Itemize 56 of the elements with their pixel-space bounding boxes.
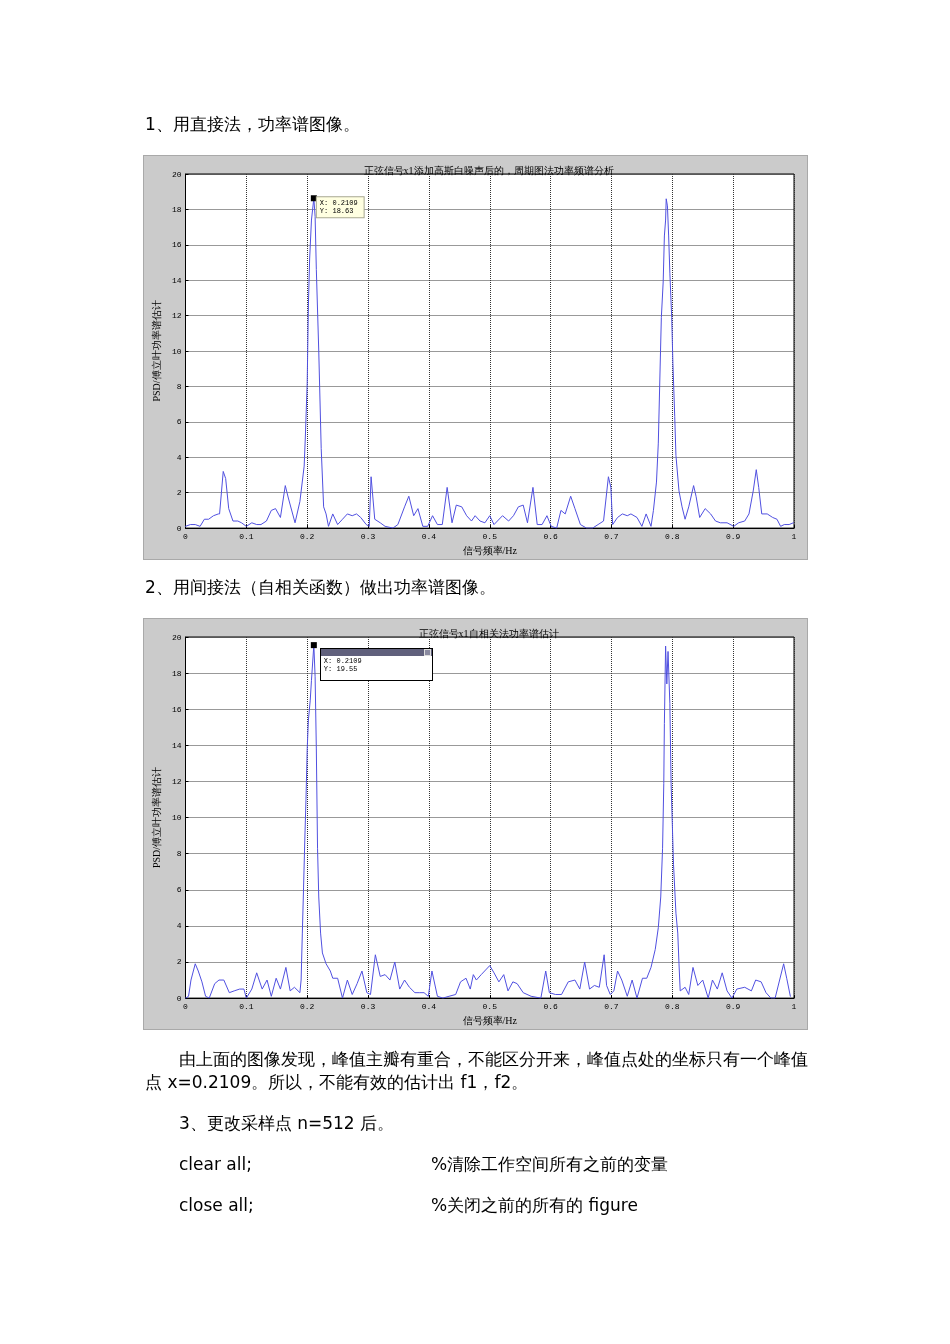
y-tick-label: 6 (176, 417, 182, 427)
x-tick-label: 0.7 (604, 531, 619, 541)
x-tick-label: 0.2 (300, 531, 315, 541)
y-tick-label: 16 (171, 240, 182, 250)
x-tick-label: 0.6 (543, 531, 558, 541)
y-tick-label: 12 (171, 776, 182, 786)
text: 1、用直接法，功率谱图像。 (144, 113, 361, 136)
x-tick-label: 0.9 (725, 531, 741, 541)
text: clear all; %清除工作空间所有之前的变量 (178, 1153, 670, 1176)
y-tick-label: 20 (171, 169, 182, 179)
x-tick-label: 0.4 (421, 531, 437, 541)
y-tick-label: 12 (171, 311, 182, 321)
y-tick-label: 10 (171, 346, 182, 356)
x-tick-label: 1 (791, 1001, 797, 1011)
text: 由上面的图像发现，峰值主瓣有重合，不能区分开来，峰值点处的坐标只有一个峰值点 x=0.2109。所以，不能有效的估计出 f1，f2。 (144, 1048, 808, 1094)
x-tick-label: 0.3 (360, 1001, 376, 1011)
chart-title: 正弦信号x1添加高斯白噪声后的，周期图法功率频谱分析 (363, 164, 614, 176)
x-tick-label: 0.6 (543, 1001, 558, 1011)
y-tick-label: 18 (171, 204, 182, 214)
chart-title: 正弦信号x1自相关法功率谱估计 (418, 627, 559, 639)
x-tick-label: 1 (791, 531, 797, 541)
y-axis-title: PSD/傅立叶功率谱估计 (150, 766, 162, 869)
text: 3、更改采样点 n=512 后。 (178, 1112, 396, 1135)
x-tick-label: 0 (183, 531, 189, 541)
x-tick-label: 0.8 (665, 531, 680, 541)
x-tick-label: 0.9 (725, 1001, 741, 1011)
y-tick-label: 2 (176, 957, 182, 967)
x-tick-label: 0.5 (482, 1001, 498, 1011)
y-tick-label: 8 (176, 381, 182, 391)
y-tick-label: 2 (176, 488, 182, 498)
x-tick-label: 0.1 (239, 531, 254, 541)
x-tick-label: 0.7 (604, 1001, 619, 1011)
y-axis-title: PSD/傅立叶功率谱估计 (150, 300, 162, 402)
x-tick-label: 0.8 (665, 1001, 680, 1011)
y-tick-label: 4 (176, 921, 182, 931)
y-tick-label: 0 (176, 523, 182, 533)
x-axis-title: 信号频率/Hz (462, 544, 518, 556)
y-tick-label: 0 (176, 993, 182, 1003)
x-tick-label: 0.5 (482, 531, 498, 541)
y-tick-label: 18 (171, 668, 182, 678)
x-tick-label: 0.4 (421, 1001, 437, 1011)
x-axis-title: 信号频率/Hz (462, 1014, 518, 1026)
x-tick-label: 0.2 (300, 1001, 315, 1011)
y-tick-label: 8 (176, 849, 182, 859)
y-tick-label: 4 (176, 452, 182, 462)
y-tick-label: 10 (171, 813, 182, 823)
y-tick-label: 16 (171, 704, 182, 714)
text: close all; %关闭之前的所有的 figure (178, 1194, 639, 1217)
x-tick-label: 0.1 (239, 1001, 254, 1011)
y-tick-label: 20 (171, 632, 182, 642)
y-tick-label: 14 (171, 740, 182, 750)
y-tick-label: 6 (176, 885, 182, 895)
x-tick-label: 0.3 (360, 531, 376, 541)
y-tick-label: 14 (171, 275, 182, 285)
text: 2、用间接法（自相关函数）做出功率谱图像。 (144, 576, 497, 599)
x-tick-label: 0 (183, 1001, 189, 1011)
